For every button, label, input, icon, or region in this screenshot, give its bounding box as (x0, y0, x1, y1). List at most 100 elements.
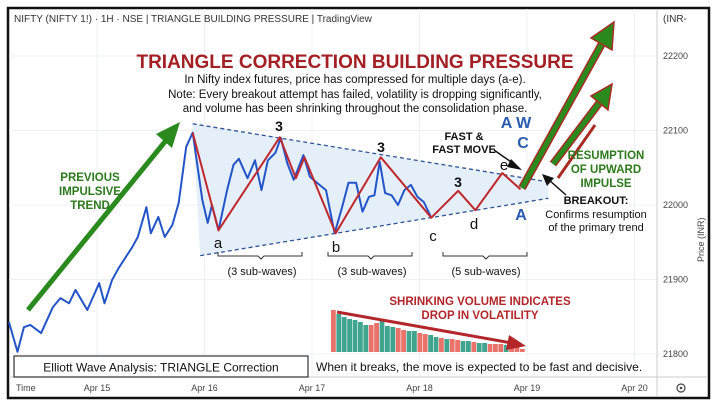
elliott-wave-line (191, 132, 522, 235)
volume-bar (352, 320, 358, 352)
x-tick-label: Apr 19 (514, 383, 541, 393)
resumption-arrow-3 (556, 124, 597, 179)
y-axis-label: Price (INR) (696, 217, 706, 262)
volume-bar (449, 339, 455, 352)
volume-bar (509, 346, 514, 352)
volume-label-1: SHRINKING VOLUME INDICATES (389, 296, 571, 308)
volume-bar (514, 347, 520, 352)
volume-bar (341, 317, 347, 352)
subtitle-line-3: and volume has been shrinking throughout… (183, 103, 528, 115)
y-tick-label: 22100 (663, 126, 688, 136)
resumption-arrow-2 (549, 82, 613, 167)
volume-bar (428, 335, 433, 352)
volume-bar (433, 337, 439, 352)
volume-bar (336, 314, 342, 352)
wave-label-c: c (429, 228, 437, 245)
volume-bar (476, 343, 482, 352)
volume-bar (487, 344, 493, 352)
volume-label-2: DROP IN VOLATILITY (421, 310, 538, 322)
volume-bar (493, 344, 498, 352)
x-tick-label: Apr 20 (621, 383, 648, 393)
y-tick-label: 22000 (663, 200, 688, 210)
time-axis[interactable]: Apr 15 Apr 16 Apr 17 Apr 18 Apr 19 Apr 20 (84, 383, 648, 393)
wave-label-aw: A W (501, 115, 532, 132)
sub-waves-label: (3 sub-waves) (337, 266, 406, 278)
currency-label[interactable]: (INR- (663, 14, 687, 25)
previous-trend-arrow (26, 122, 180, 312)
subtitle-line-1: In Nifty index futures, price has compre… (184, 74, 525, 86)
breakout-label: BREAKOUT: (564, 195, 629, 207)
footer-note: When it breaks, the move is expected to … (316, 360, 642, 374)
previous-trend-label-2: IMPULSIVE (59, 186, 121, 198)
resumption-label-3: IMPULSE (580, 178, 631, 190)
fast-move-label-1: FAST & (444, 131, 483, 143)
volume-bar (471, 342, 477, 352)
resumption-label-2: OF UPWARD (571, 164, 641, 176)
x-tick-label: Apr 16 (191, 383, 218, 393)
shrinking-volume-arrow (336, 310, 526, 350)
volume-bar (363, 325, 369, 352)
volume-bar (358, 322, 363, 352)
wave-label-3: 3 (275, 118, 283, 134)
wave-label-3: 3 (377, 139, 385, 155)
fast-move-arrow (493, 149, 522, 170)
volume-bar (482, 343, 487, 352)
previous-trend-label-3: TREND (70, 200, 110, 212)
volume-bar (460, 341, 466, 352)
volume-bar (401, 330, 406, 352)
y-tick-label: 21800 (663, 349, 688, 359)
volume-bar (455, 340, 460, 352)
fast-move-label-2: FAST MOVE (432, 144, 496, 156)
analysis-box-label: Elliott Wave Analysis: TRIANGLE Correcti… (43, 361, 278, 375)
wave-label-e: e (500, 157, 508, 174)
breakout-text-2: of the primary trend (548, 222, 643, 234)
volume-bar (390, 327, 396, 352)
chart-header: NIFTY (NIFTY 1!) · 1H · NSE | TRIANGLE B… (14, 14, 373, 25)
sub-waves-label: (3 sub-waves) (227, 266, 296, 278)
sub-wave-braces (217, 252, 528, 260)
volume-bar (347, 319, 352, 352)
previous-trend-label-1: PREVIOUS (60, 172, 120, 184)
price-line (7, 131, 433, 353)
volume-bar (439, 338, 444, 352)
volume-bar (395, 328, 401, 352)
wave-label-C: C (517, 135, 529, 152)
x-tick-label: Apr 18 (406, 383, 433, 393)
wave-label-b: b (332, 239, 340, 256)
volume-bar (374, 323, 379, 352)
triangle-area (192, 123, 549, 256)
volume-bar (385, 326, 390, 352)
wave-label-a: a (214, 235, 223, 252)
volume-bar (368, 325, 374, 352)
volume-bar (466, 341, 471, 352)
price-axis[interactable]: 22200 22100 22000 21900 21800 (663, 51, 688, 359)
volume-bar (422, 334, 428, 352)
chart-title: TRIANGLE CORRECTION BUILDING PRESSURE (136, 52, 573, 73)
volume-bar (520, 349, 525, 352)
breakout-arrow (542, 174, 567, 196)
resumption-arrow-1 (518, 20, 615, 190)
sub-waves-label: (5 sub-waves) (451, 266, 520, 278)
triangle-lower-trendline (200, 197, 549, 257)
subtitle-line-2: Note: Every breakout attempt has failed,… (168, 89, 542, 101)
volume-bar (379, 321, 385, 352)
wave-label-3: 3 (454, 174, 462, 190)
analysis-box (13, 355, 309, 378)
volume-bar (331, 310, 336, 352)
wave-label-d: d (470, 216, 478, 233)
volume-bars (331, 310, 525, 352)
volume-bar (444, 339, 450, 352)
resumption-label-1: RESUMPTION (568, 150, 645, 162)
volume-bar (503, 345, 509, 352)
time-label: Time (16, 383, 36, 393)
y-tick-label: 22200 (663, 51, 688, 61)
volume-bar (412, 331, 417, 352)
volume-bar (406, 331, 412, 352)
y-tick-label: 21900 (663, 275, 688, 285)
x-tick-label: Apr 17 (299, 383, 326, 393)
wave-label-A: A (515, 207, 527, 224)
settings-icon[interactable] (676, 383, 686, 393)
volume-bar (417, 333, 423, 352)
x-tick-label: Apr 15 (84, 383, 111, 393)
